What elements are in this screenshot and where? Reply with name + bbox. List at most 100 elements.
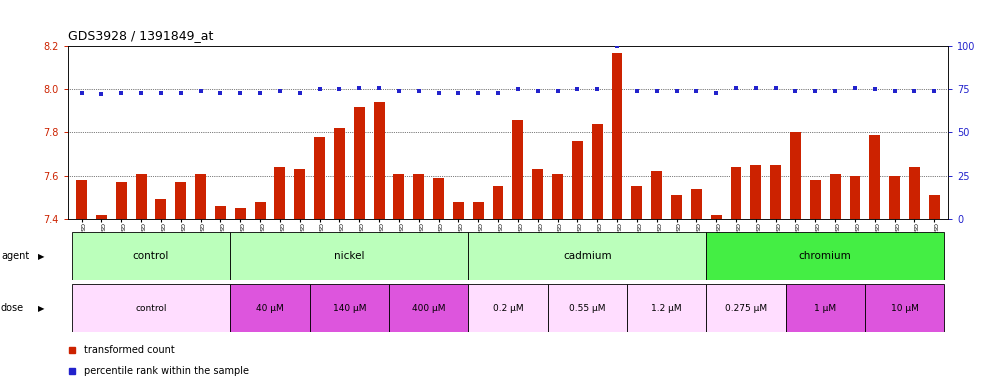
Bar bbox=[215, 206, 226, 219]
Bar bbox=[230, 284, 310, 332]
Bar bbox=[532, 169, 543, 219]
Bar bbox=[572, 141, 583, 219]
Bar bbox=[552, 174, 563, 219]
Point bbox=[867, 86, 882, 92]
Bar bbox=[865, 284, 944, 332]
Text: control: control bbox=[132, 251, 169, 262]
Bar bbox=[786, 284, 865, 332]
Text: transformed count: transformed count bbox=[84, 345, 174, 355]
Bar bbox=[354, 107, 365, 219]
Bar bbox=[810, 180, 821, 219]
Text: ▶: ▶ bbox=[38, 304, 45, 313]
Point bbox=[530, 88, 546, 94]
Point bbox=[292, 90, 308, 96]
Point bbox=[133, 90, 149, 96]
Bar bbox=[889, 176, 900, 219]
Bar bbox=[96, 215, 107, 219]
Text: ▶: ▶ bbox=[38, 252, 45, 261]
Bar bbox=[750, 165, 761, 219]
Text: GDS3928 / 1391849_at: GDS3928 / 1391849_at bbox=[68, 29, 213, 42]
Bar bbox=[691, 189, 702, 219]
Text: control: control bbox=[135, 304, 166, 313]
Point bbox=[708, 90, 724, 96]
Text: cadmium: cadmium bbox=[563, 251, 612, 262]
Bar bbox=[72, 232, 230, 280]
Point bbox=[728, 84, 744, 91]
Point bbox=[114, 90, 129, 96]
Text: 0.2 μM: 0.2 μM bbox=[493, 304, 523, 313]
Text: 10 μM: 10 μM bbox=[890, 304, 918, 313]
Point bbox=[74, 90, 90, 96]
Text: dose: dose bbox=[1, 303, 24, 313]
Point bbox=[272, 88, 288, 94]
Text: 0.275 μM: 0.275 μM bbox=[725, 304, 767, 313]
Bar bbox=[76, 180, 87, 219]
Bar bbox=[314, 137, 325, 219]
Bar bbox=[393, 174, 404, 219]
Point bbox=[590, 86, 606, 92]
Point bbox=[926, 88, 942, 94]
Bar bbox=[473, 202, 484, 219]
Bar bbox=[389, 284, 468, 332]
Bar bbox=[310, 284, 389, 332]
Bar bbox=[72, 284, 230, 332]
Bar bbox=[592, 124, 603, 219]
Bar bbox=[468, 232, 706, 280]
Point bbox=[668, 88, 684, 94]
Text: 140 μM: 140 μM bbox=[333, 304, 367, 313]
Text: nickel: nickel bbox=[334, 251, 365, 262]
Text: 1 μM: 1 μM bbox=[814, 304, 837, 313]
Bar bbox=[706, 284, 786, 332]
Bar bbox=[453, 202, 464, 219]
Bar bbox=[413, 174, 424, 219]
Point bbox=[748, 84, 764, 91]
Point bbox=[788, 88, 804, 94]
Point bbox=[906, 88, 922, 94]
Bar bbox=[631, 187, 642, 219]
Point bbox=[252, 90, 268, 96]
Bar bbox=[334, 128, 345, 219]
Point bbox=[768, 84, 784, 91]
Point bbox=[312, 86, 328, 92]
Point bbox=[610, 43, 625, 49]
Bar bbox=[433, 178, 444, 219]
Bar bbox=[135, 174, 146, 219]
Point bbox=[510, 86, 526, 92]
Point bbox=[847, 84, 863, 91]
Text: 1.2 μM: 1.2 μM bbox=[651, 304, 682, 313]
Bar bbox=[493, 187, 504, 219]
Point bbox=[94, 91, 110, 98]
Point bbox=[372, 84, 387, 91]
Bar bbox=[294, 169, 305, 219]
Text: chromium: chromium bbox=[799, 251, 852, 262]
Bar bbox=[195, 174, 206, 219]
Point bbox=[410, 88, 426, 94]
Bar bbox=[651, 171, 662, 219]
Point bbox=[430, 90, 446, 96]
Bar bbox=[512, 119, 523, 219]
Bar bbox=[671, 195, 682, 219]
Text: agent: agent bbox=[1, 251, 29, 262]
Text: 400 μM: 400 μM bbox=[412, 304, 445, 313]
Point bbox=[470, 90, 486, 96]
Point bbox=[828, 88, 844, 94]
Text: 0.55 μM: 0.55 μM bbox=[569, 304, 606, 313]
Point bbox=[390, 88, 406, 94]
Point bbox=[550, 88, 566, 94]
Point bbox=[886, 88, 902, 94]
Bar bbox=[870, 135, 880, 219]
Point bbox=[212, 90, 228, 96]
Bar bbox=[468, 284, 548, 332]
Bar bbox=[929, 195, 940, 219]
Bar bbox=[175, 182, 186, 219]
Bar bbox=[255, 202, 266, 219]
Point bbox=[688, 88, 704, 94]
Point bbox=[192, 88, 208, 94]
Point bbox=[648, 88, 664, 94]
Point bbox=[153, 90, 169, 96]
Point bbox=[570, 86, 586, 92]
Bar bbox=[706, 232, 944, 280]
Bar bbox=[790, 132, 801, 219]
Text: percentile rank within the sample: percentile rank within the sample bbox=[84, 366, 249, 376]
Point bbox=[628, 88, 644, 94]
